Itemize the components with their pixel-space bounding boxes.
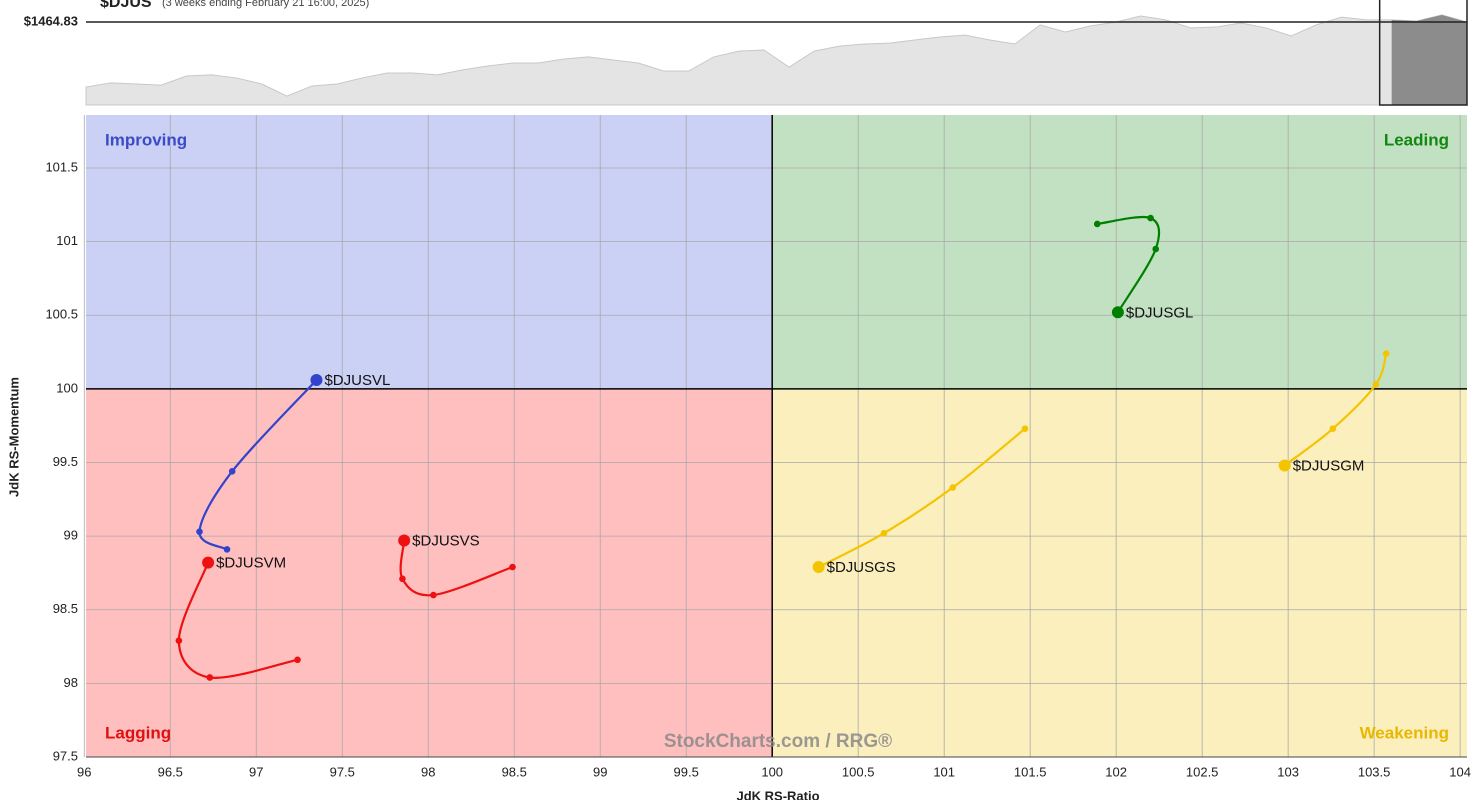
quadrant: [772, 115, 1467, 389]
series-label: $DJUSGS: [827, 559, 896, 576]
tail-point: [430, 591, 437, 599]
x-tick-label: 103: [1277, 764, 1299, 779]
series-label: $DJUSVL: [324, 372, 390, 389]
y-tick-label: 101.5: [45, 159, 78, 174]
tail-point: [1329, 425, 1337, 432]
tail-line: [177, 562, 298, 679]
tail-line: [399, 540, 513, 597]
x-tick-label: 99.5: [674, 764, 699, 779]
tail-point: [1093, 220, 1101, 228]
x-tick-label: 96: [77, 764, 91, 779]
head-point: [310, 374, 323, 387]
tail-line: [1097, 215, 1161, 313]
x-tick-label: 97.5: [330, 764, 355, 779]
tail-point: [509, 563, 516, 571]
x-tick-label: 101: [933, 764, 955, 779]
y-tick-label: 100.5: [45, 307, 78, 322]
x-tick-label: 98.5: [502, 764, 527, 779]
series-label: $DJUSGM: [1293, 457, 1365, 474]
quadrant: [86, 388, 773, 757]
x-tick-label: 102.5: [1186, 764, 1219, 779]
highlight-area: [1391, 14, 1467, 106]
y-tick-label: 98: [64, 675, 78, 690]
y-axis-title: JdK RS-Momentum: [6, 377, 21, 497]
tail-point: [223, 546, 231, 553]
quadrant-label: Weakening: [1360, 723, 1449, 742]
x-tick-label: 104: [1449, 764, 1471, 779]
tail-point: [294, 656, 301, 664]
tail-point: [1147, 214, 1154, 222]
highlight-frame: [1378, 0, 1468, 106]
tail-point: [175, 637, 183, 644]
tail-point: [880, 529, 888, 537]
x-tick-label: 98: [421, 764, 435, 779]
y-tick-label: 99: [64, 528, 78, 543]
x-axis-title: JdK RS-Ratio: [736, 788, 819, 800]
tail-point: [1021, 425, 1029, 432]
y-tick-label: 97.5: [53, 748, 78, 763]
tail-point: [399, 575, 406, 583]
head-point: [812, 561, 825, 574]
area: [85, 14, 1468, 106]
mini-title: $DJUS: [100, 0, 152, 11]
tail-point: [1152, 245, 1160, 253]
quadrant-label: Lagging: [105, 723, 171, 742]
head-point: [202, 556, 215, 569]
tail-point: [1372, 381, 1380, 388]
tail-line: [198, 379, 318, 551]
quadrant: [86, 115, 773, 389]
y-tick-label: 101: [56, 233, 78, 248]
mini-subtitle: (3 weeks ending February 21 16:00, 2025): [162, 0, 369, 9]
y-tick-label: 98.5: [53, 601, 78, 616]
quadrant: [772, 388, 1467, 757]
y-tick-label: 100: [56, 380, 78, 395]
x-tick-label: 101.5: [1014, 764, 1047, 779]
tail-point: [206, 674, 214, 681]
tail-point: [949, 484, 957, 491]
x-tick-label: 102: [1105, 764, 1127, 779]
watermark: StockCharts.com / RRG®: [664, 731, 892, 752]
series-label: $DJUSVM: [216, 555, 286, 572]
head-point: [1111, 306, 1124, 319]
y-tick-label: 99.5: [53, 454, 78, 469]
tail-line: [1284, 353, 1388, 467]
series-label: $DJUSVS: [412, 533, 480, 550]
head-point: [398, 534, 411, 547]
series-label: $DJUSGL: [1126, 304, 1194, 321]
tail-point: [228, 468, 236, 475]
x-tick-label: 97: [249, 764, 263, 779]
tail-point: [1382, 350, 1390, 357]
x-tick-label: 99: [593, 764, 607, 779]
x-tick-label: 100: [761, 764, 783, 779]
x-tick-label: 100.5: [842, 764, 875, 779]
tail-line: [818, 427, 1026, 569]
x-tick-label: 103.5: [1358, 764, 1391, 779]
tail-point: [196, 528, 203, 536]
quadrant-label: Leading: [1384, 130, 1449, 149]
head-point: [1278, 459, 1291, 472]
y-tick-label: $1464.83: [24, 13, 78, 28]
x-tick-label: 96.5: [158, 764, 183, 779]
quadrant-label: Improving: [105, 130, 187, 149]
